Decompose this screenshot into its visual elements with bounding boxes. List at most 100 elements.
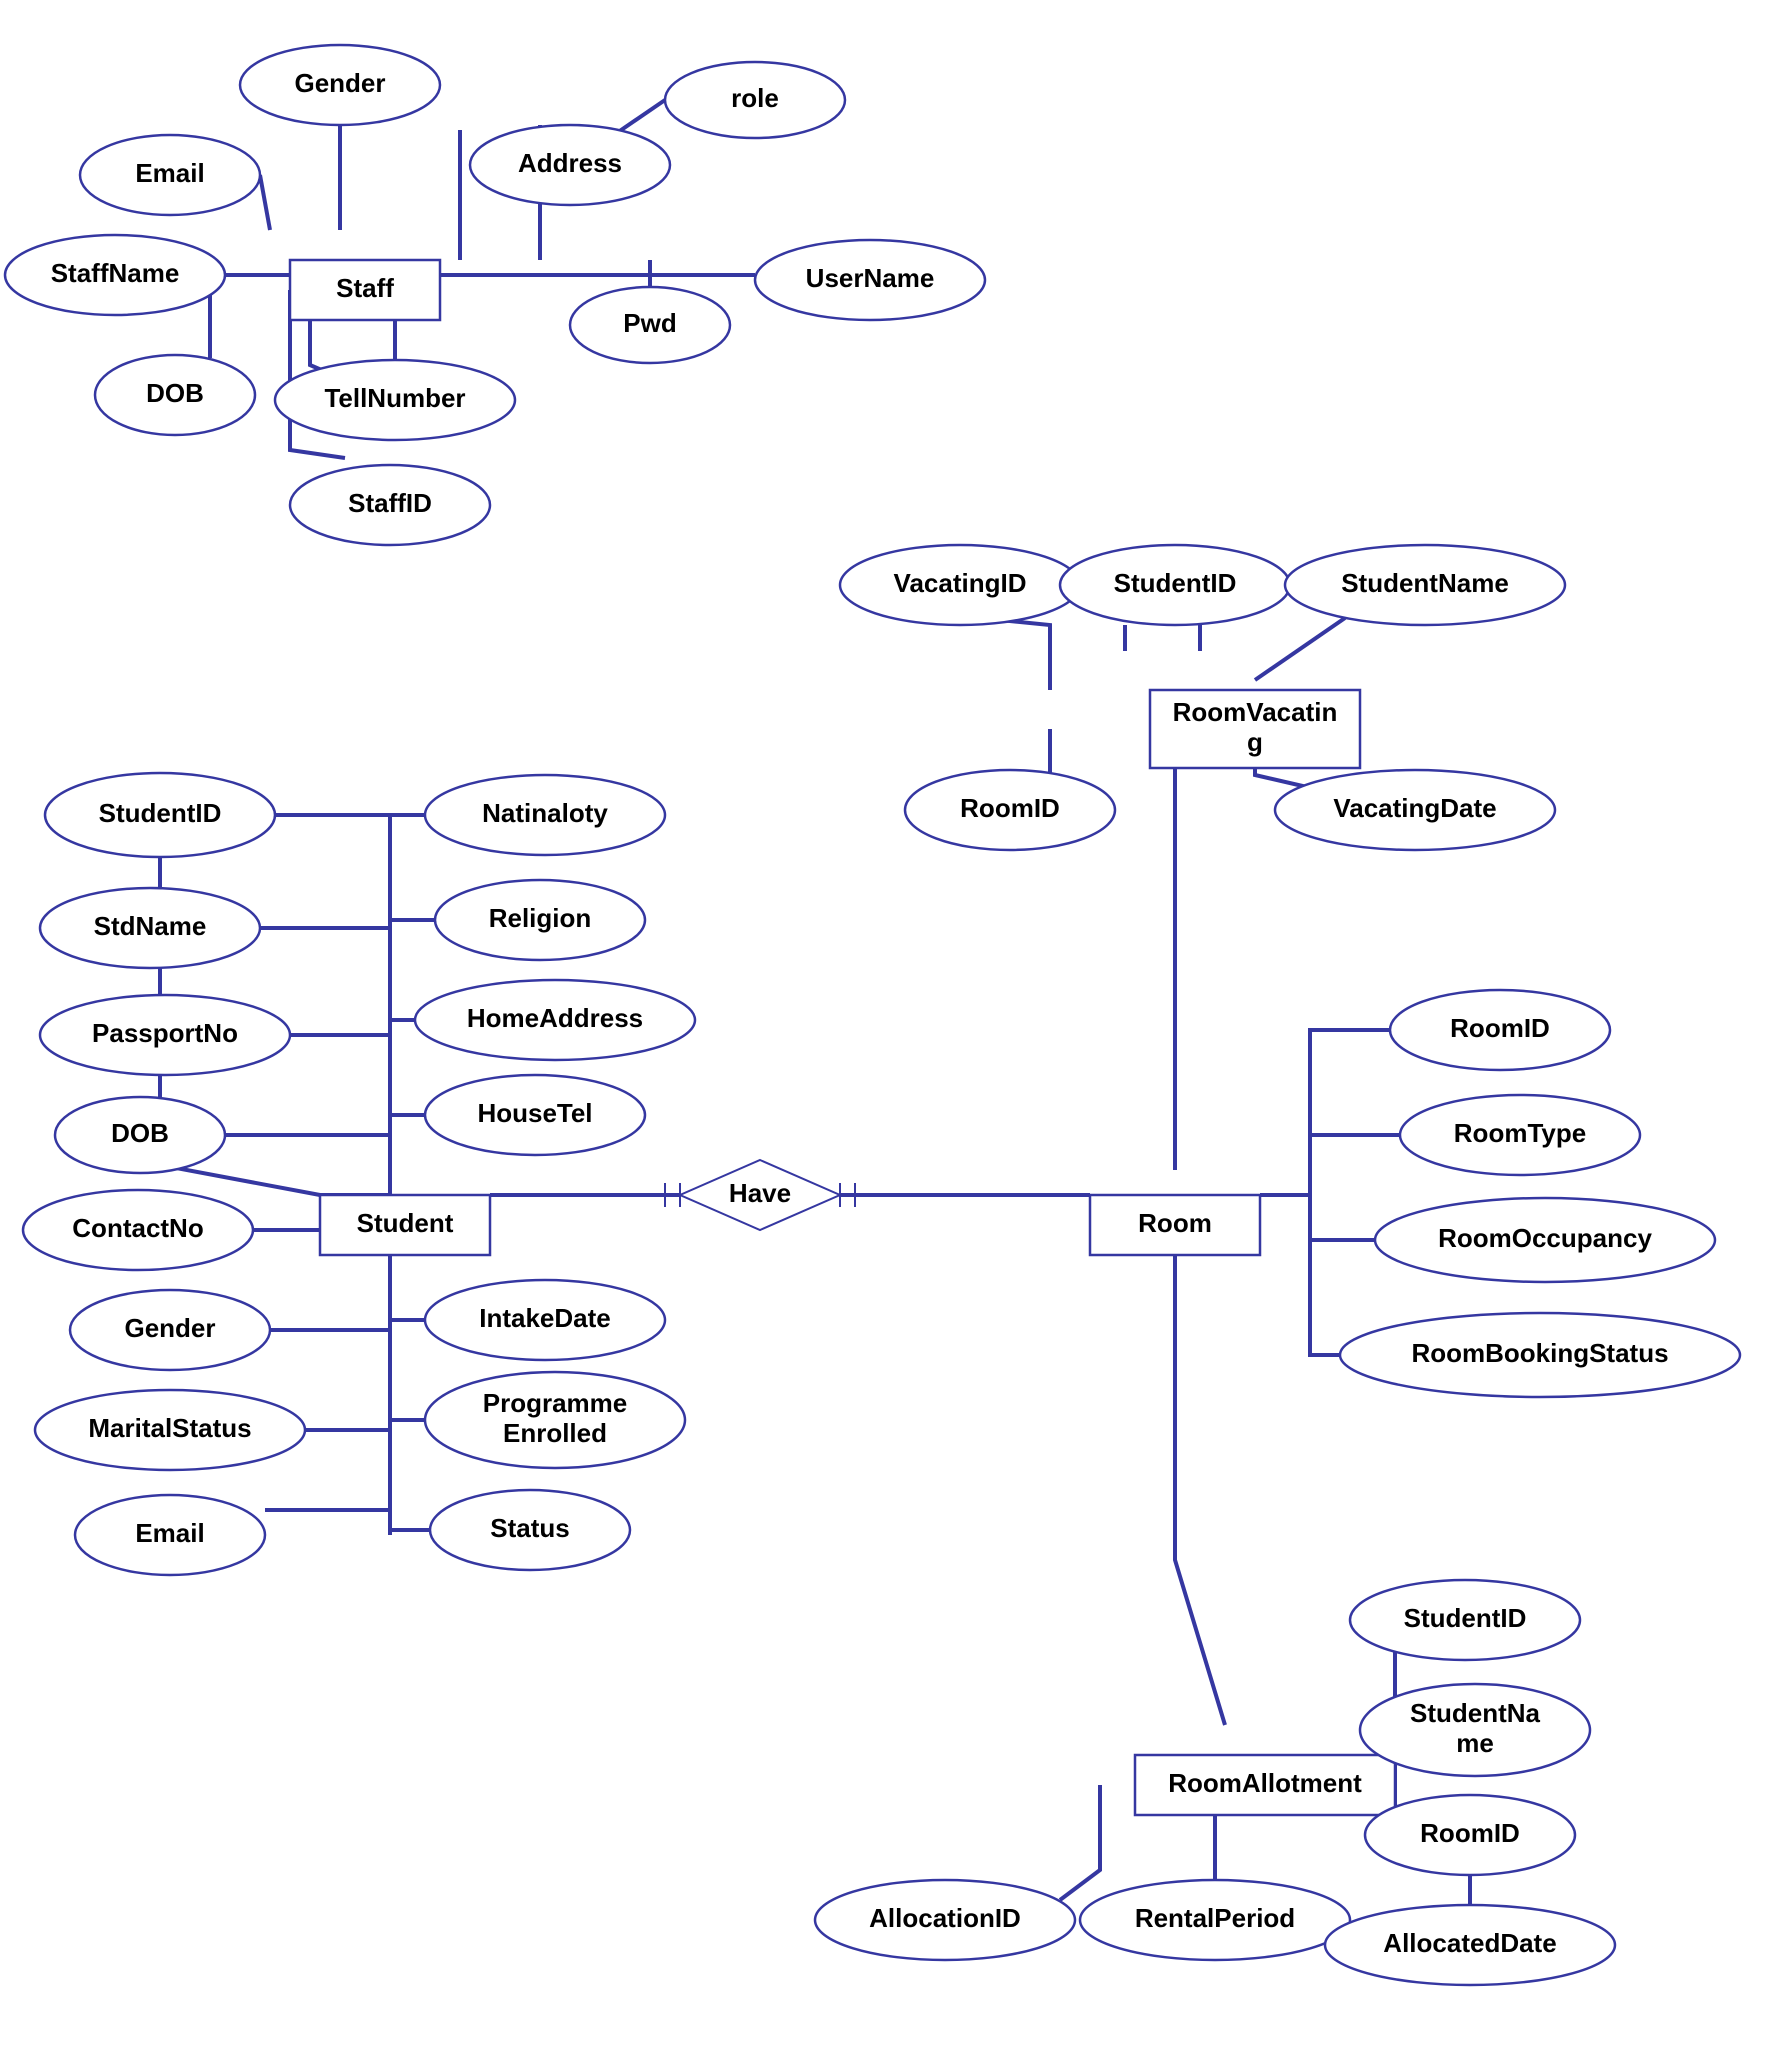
svg-text:RentalPeriod: RentalPeriod [1135,1903,1295,1933]
attr-staff_address: Address [470,125,670,205]
connector-47 [1060,1785,1100,1900]
svg-text:Pwd: Pwd [623,308,676,338]
attr-staff_id: StaffID [290,465,490,545]
attr-stu_intake: IntakeDate [425,1280,665,1360]
connector-1 [260,175,270,230]
svg-text:DOB: DOB [146,378,204,408]
svg-text:AllocationID: AllocationID [869,1903,1021,1933]
attr-room_roomid: RoomID [1390,990,1610,1070]
attr-ra_studentname: StudentName [1360,1684,1590,1776]
svg-text:Staff: Staff [336,273,394,303]
attr-stu_stdname: StdName [40,888,260,968]
attr-rv_vacatingid: VacatingID [840,545,1080,625]
attr-stu_dob: DOB [55,1097,225,1173]
attr-stu_marital: MaritalStatus [35,1390,305,1470]
svg-text:StudentID: StudentID [1114,568,1237,598]
attr-staff_username: UserName [755,240,985,320]
entity-room_allotment: RoomAllotment [1135,1755,1395,1815]
svg-text:Natinaloty: Natinaloty [482,798,608,828]
svg-text:Room: Room [1138,1208,1212,1238]
svg-text:HouseTel: HouseTel [477,1098,592,1128]
svg-text:Have: Have [729,1178,791,1208]
attr-room_booking: RoomBookingStatus [1340,1313,1740,1397]
svg-text:Student: Student [357,1208,454,1238]
connector-36 [1310,1195,1340,1355]
svg-text:Religion: Religion [489,903,592,933]
attr-stu_nationality: Natinaloty [425,775,665,855]
connector-33 [1175,1220,1225,1725]
relationship-have: Have [680,1160,840,1230]
svg-text:Gender: Gender [294,68,385,98]
entity-student: Student [320,1195,490,1255]
attr-rv_studentname: StudentName [1285,545,1565,625]
connector-41 [1255,618,1345,680]
svg-text:Programme: Programme [483,1388,628,1418]
svg-text:StaffID: StaffID [348,488,432,518]
attr-staff_role: role [665,62,845,138]
connector-38 [1000,620,1050,690]
attr-stu_programme: ProgrammeEnrolled [425,1372,685,1468]
svg-text:Gender: Gender [124,1313,215,1343]
svg-text:g: g [1247,727,1263,757]
svg-text:IntakeDate: IntakeDate [479,1303,611,1333]
attr-ra_studentid: StudentID [1350,1580,1580,1660]
svg-text:AllocatedDate: AllocatedDate [1383,1928,1556,1958]
svg-text:VacatingDate: VacatingDate [1333,793,1496,823]
svg-text:RoomType: RoomType [1454,1118,1586,1148]
svg-text:VacatingID: VacatingID [894,568,1027,598]
connector-32 [1150,728,1175,1170]
svg-text:RoomAllotment: RoomAllotment [1168,1768,1362,1798]
shapes-layer: Staff Student Room RoomVacating RoomAllotmen… [5,45,1740,1985]
svg-text:Email: Email [135,1518,204,1548]
attr-stu_studentid: StudentID [45,773,275,857]
svg-text:TellNumber: TellNumber [324,383,465,413]
svg-text:StudentNa: StudentNa [1410,1698,1541,1728]
svg-text:RoomID: RoomID [1450,1013,1550,1043]
svg-text:StdName: StdName [94,911,207,941]
attr-stu_passport: PassportNo [40,995,290,1075]
attr-stu_homeaddr: HomeAddress [415,980,695,1060]
attr-stu_gender: Gender [70,1290,270,1370]
attr-staff_email: Email [80,135,260,215]
svg-text:UserName: UserName [806,263,935,293]
attr-room_occupancy: RoomOccupancy [1375,1198,1715,1282]
attr-ra_rentalperiod: RentalPeriod [1080,1880,1350,1960]
svg-text:MaritalStatus: MaritalStatus [88,1413,251,1443]
svg-text:ContactNo: ContactNo [72,1213,203,1243]
attr-ra_allocateddate: AllocatedDate [1325,1905,1615,1985]
er-diagram: Staff Student Room RoomVacating RoomAllotmen… [0,0,1770,2060]
svg-text:HomeAddress: HomeAddress [467,1003,643,1033]
attr-stu_status: Status [430,1490,630,1570]
attr-staff_dob: DOB [95,355,255,435]
attr-stu_religion: Religion [435,880,645,960]
svg-text:RoomOccupancy: RoomOccupancy [1438,1223,1652,1253]
attr-stu_housetel: HouseTel [425,1075,645,1155]
svg-text:StudentID: StudentID [1404,1603,1527,1633]
svg-text:DOB: DOB [111,1118,169,1148]
attr-staff_name: StaffName [5,235,225,315]
svg-text:me: me [1456,1728,1494,1758]
entity-room: Room [1090,1195,1260,1255]
svg-text:Status: Status [490,1513,569,1543]
attr-rv_studentid: StudentID [1060,545,1290,625]
svg-text:role: role [731,83,779,113]
svg-text:RoomID: RoomID [960,793,1060,823]
attr-staff_gender: Gender [240,45,440,125]
attr-stu_contactno: ContactNo [23,1190,253,1270]
svg-text:Email: Email [135,158,204,188]
attr-rv_vacatingdate: VacatingDate [1275,770,1555,850]
svg-text:PassportNo: PassportNo [92,1018,238,1048]
attr-stu_email: Email [75,1495,265,1575]
entity-staff: Staff [290,260,440,320]
svg-text:Address: Address [518,148,622,178]
svg-text:StudentID: StudentID [99,798,222,828]
attr-room_type: RoomType [1400,1095,1640,1175]
attr-ra_allocationid: AllocationID [815,1880,1075,1960]
entity-room_vacating: RoomVacating [1150,690,1360,768]
attr-rv_roomid: RoomID [905,770,1115,850]
svg-text:StudentName: StudentName [1341,568,1509,598]
connector-34 [1260,1030,1390,1195]
svg-text:RoomVacatin: RoomVacatin [1173,697,1338,727]
svg-text:RoomBookingStatus: RoomBookingStatus [1411,1338,1668,1368]
svg-text:RoomID: RoomID [1420,1818,1520,1848]
